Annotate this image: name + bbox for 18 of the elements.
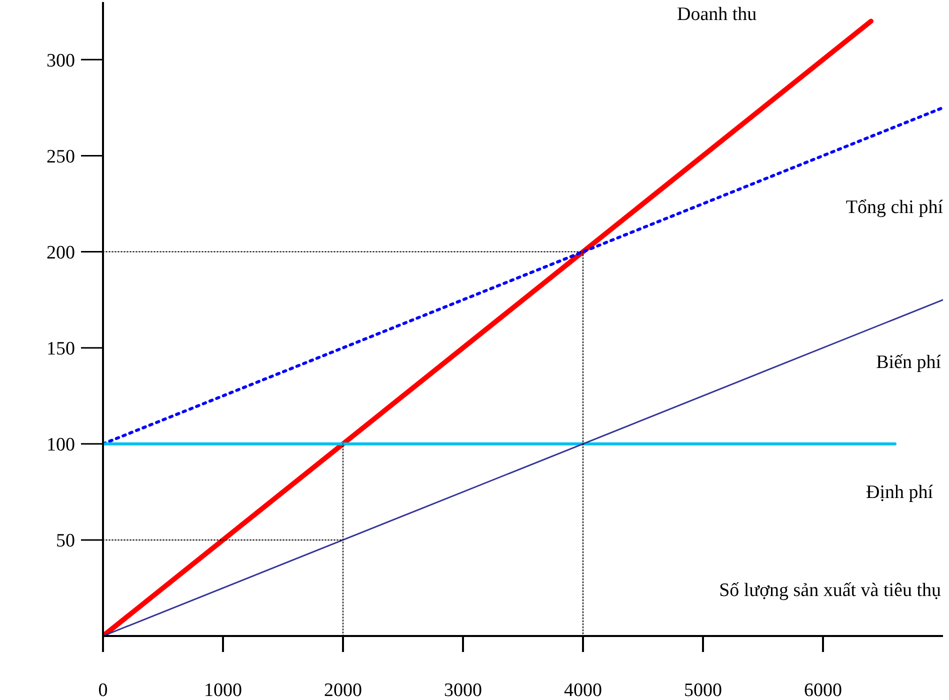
y-tick-label: 200: [46, 242, 75, 264]
y-tick-label: 100: [46, 434, 75, 456]
x-tick-label: 1000: [204, 680, 242, 700]
y-tick-label: 300: [46, 50, 75, 72]
x-tick-label: 3000: [444, 680, 482, 700]
x-tick-label: 4000: [564, 680, 602, 700]
annotation: Tổng chi phí: [846, 197, 943, 219]
x-tick-label: 6000: [804, 680, 842, 700]
y-tick-label: 250: [46, 146, 75, 168]
annotation: Biến phí: [876, 352, 941, 374]
annotation: Doanh thu: [677, 4, 757, 26]
x-axis-title: Số lượng sản xuất và tiêu thụ: [719, 580, 941, 602]
x-tick-label: 5000: [684, 680, 722, 700]
y-tick-label: 50: [56, 530, 75, 552]
x-tick-label: 0: [98, 680, 108, 700]
annotation: Định phí: [866, 482, 933, 504]
y-tick-label: 150: [46, 338, 75, 360]
x-tick-label: 2000: [324, 680, 362, 700]
